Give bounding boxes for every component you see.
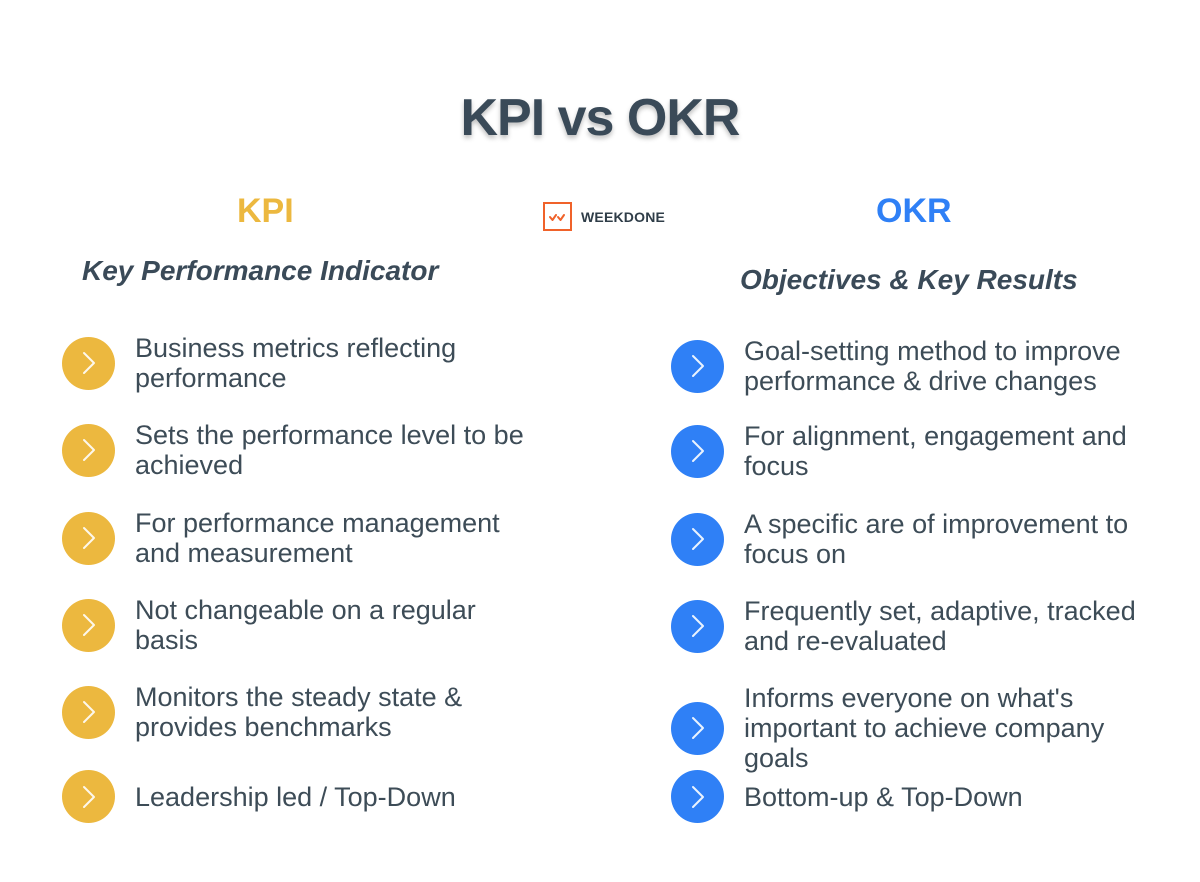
chevron-right-icon	[671, 701, 724, 755]
kpi-item-text: Sets the performance level to be achieve…	[135, 420, 524, 480]
chevron-right-icon	[62, 770, 115, 823]
okr-item: Informs everyone on what's important to …	[671, 683, 1171, 773]
logo-text: WEEKDONE	[581, 208, 666, 225]
kpi-item-text: Business metrics reflecting performance	[135, 333, 457, 393]
okr-item-text: Bottom-up & Top-Down	[744, 781, 1023, 812]
okr-item-text: Goal-setting method to improve performan…	[744, 336, 1121, 396]
kpi-item-text: Monitors the steady state & provides ben…	[135, 682, 463, 742]
chevron-right-icon	[671, 512, 724, 566]
kpi-item: Leadership led / Top-Down	[62, 770, 542, 823]
okr-item-text: For alignment, engagement and focus	[744, 421, 1127, 481]
okr-item-text: A specific are of improvement to focus o…	[744, 509, 1129, 569]
kpi-subtitle: Key Performance Indicator	[82, 255, 439, 286]
kpi-item-text: For performance management and measureme…	[135, 508, 500, 568]
chevron-right-icon	[671, 424, 724, 478]
okr-item: Bottom-up & Top-Down	[671, 770, 1171, 823]
chevron-right-icon	[62, 598, 115, 652]
okr-item: Frequently set, adaptive, tracked and re…	[671, 596, 1171, 656]
kpi-item: Business metrics reflecting performance	[62, 333, 542, 393]
kpi-item: Sets the performance level to be achieve…	[62, 420, 542, 480]
chevron-right-icon	[671, 339, 724, 393]
okr-item: For alignment, engagement and focus	[671, 421, 1171, 481]
okr-item: Goal-setting method to improve performan…	[671, 336, 1171, 396]
kpi-item: For performance management and measureme…	[62, 508, 542, 568]
chevron-right-icon	[62, 511, 115, 565]
chevron-right-icon	[62, 336, 115, 390]
okr-item-text: Frequently set, adaptive, tracked and re…	[744, 596, 1136, 656]
chevron-right-icon	[62, 423, 115, 477]
chevron-right-icon	[62, 685, 115, 739]
kpi-item: Monitors the steady state & provides ben…	[62, 682, 542, 742]
kpi-item-text: Not changeable on a regular basis	[135, 595, 476, 655]
kpi-item: Not changeable on a regular basis	[62, 595, 542, 655]
page-title: KPI vs OKR	[460, 89, 741, 147]
kpi-item-text: Leadership led / Top-Down	[135, 781, 456, 812]
double-check-icon	[543, 202, 572, 231]
okr-heading: OKR	[876, 192, 952, 230]
okr-item: A specific are of improvement to focus o…	[671, 509, 1171, 569]
chevron-right-icon	[671, 599, 724, 653]
okr-subtitle: Objectives & Key Results	[740, 264, 1078, 295]
chevron-right-icon	[671, 770, 724, 823]
kpi-heading: KPI	[237, 192, 294, 230]
weekdone-logo: WEEKDONE	[543, 202, 665, 231]
okr-item-text: Informs everyone on what's important to …	[744, 683, 1105, 773]
